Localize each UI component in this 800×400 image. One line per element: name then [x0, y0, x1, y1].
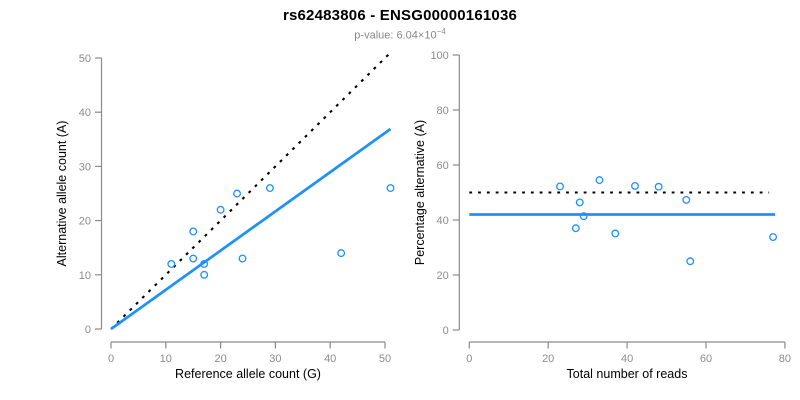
- data-point: [216, 205, 225, 214]
- identity-line: [110, 51, 392, 330]
- data-point: [265, 184, 274, 193]
- x-axis-label: Reference allele count (G): [175, 367, 321, 381]
- x-tick-label: 10: [160, 353, 172, 365]
- y-tick-label: 60: [437, 160, 449, 172]
- allele-count-scatter-plot: 0 10 20 30 40 50 0 10 20 30 40 50 Reference allele c…: [55, 51, 395, 381]
- data-point: [200, 260, 209, 268]
- y-axis-label: Percentage alternative (A): [413, 120, 427, 265]
- data-point: [189, 227, 198, 236]
- x-tick-label: 80: [779, 353, 791, 365]
- y-tick-label: 80: [437, 105, 449, 117]
- figure-subtitle: p-value: 6.04×10−4: [0, 27, 800, 42]
- x-axis-label: Total number of reads: [567, 367, 688, 381]
- data-point: [556, 182, 564, 191]
- data-point: [189, 254, 198, 263]
- figure-header: rs62483806 - ENSG00000161036 p-value: 6.…: [0, 0, 800, 42]
- percentage-scatter-plot: 0 20 40 60 80 100 0 20 40 60 80 Total number of rea…: [413, 50, 791, 381]
- y-tick-label: 20: [79, 216, 91, 228]
- data-point: [571, 224, 580, 233]
- y-tick-label: 0: [443, 325, 449, 337]
- data-point: [595, 176, 604, 185]
- data-point: [631, 181, 639, 190]
- x-tick-label: 60: [700, 353, 712, 365]
- x-tick-label: 40: [621, 353, 633, 365]
- data-point: [200, 270, 209, 279]
- data-point: [611, 229, 620, 238]
- data-point: [233, 189, 241, 198]
- data-point: [575, 198, 584, 207]
- pvalue-exponent: −4: [436, 27, 446, 36]
- fit-line: [110, 127, 392, 331]
- y-tick-label: 30: [79, 161, 91, 173]
- x-tick-label: 0: [108, 353, 114, 365]
- x-tick-label: 20: [542, 353, 554, 365]
- data-point: [337, 249, 346, 258]
- y-tick-label: 20: [437, 270, 449, 282]
- x-tick-label: 40: [324, 353, 336, 365]
- x-tick-label: 20: [214, 353, 226, 365]
- x-tick-label: 50: [379, 353, 391, 365]
- data-point: [682, 195, 691, 204]
- y-tick-label: 0: [85, 324, 91, 336]
- x-tick-label: 30: [269, 353, 281, 365]
- y-tick-label: 10: [79, 270, 91, 282]
- data-point: [238, 254, 247, 263]
- y-tick-label: 50: [79, 53, 91, 65]
- x-tick-label: 0: [466, 353, 472, 365]
- y-tick-label: 100: [430, 50, 448, 62]
- data-point: [167, 260, 176, 268]
- data-point: [386, 184, 395, 193]
- data-point: [769, 233, 778, 241]
- y-axis-label: Alternative allele count (A): [55, 121, 69, 267]
- pvalue-text: p-value: 6.04×10: [354, 29, 437, 42]
- data-point: [654, 182, 663, 191]
- y-tick-label: 40: [437, 215, 449, 227]
- data-point: [579, 212, 588, 221]
- figure-title: rs62483806 - ENSG00000161036: [282, 7, 518, 24]
- data-point: [686, 257, 695, 266]
- y-tick-label: 40: [79, 107, 91, 119]
